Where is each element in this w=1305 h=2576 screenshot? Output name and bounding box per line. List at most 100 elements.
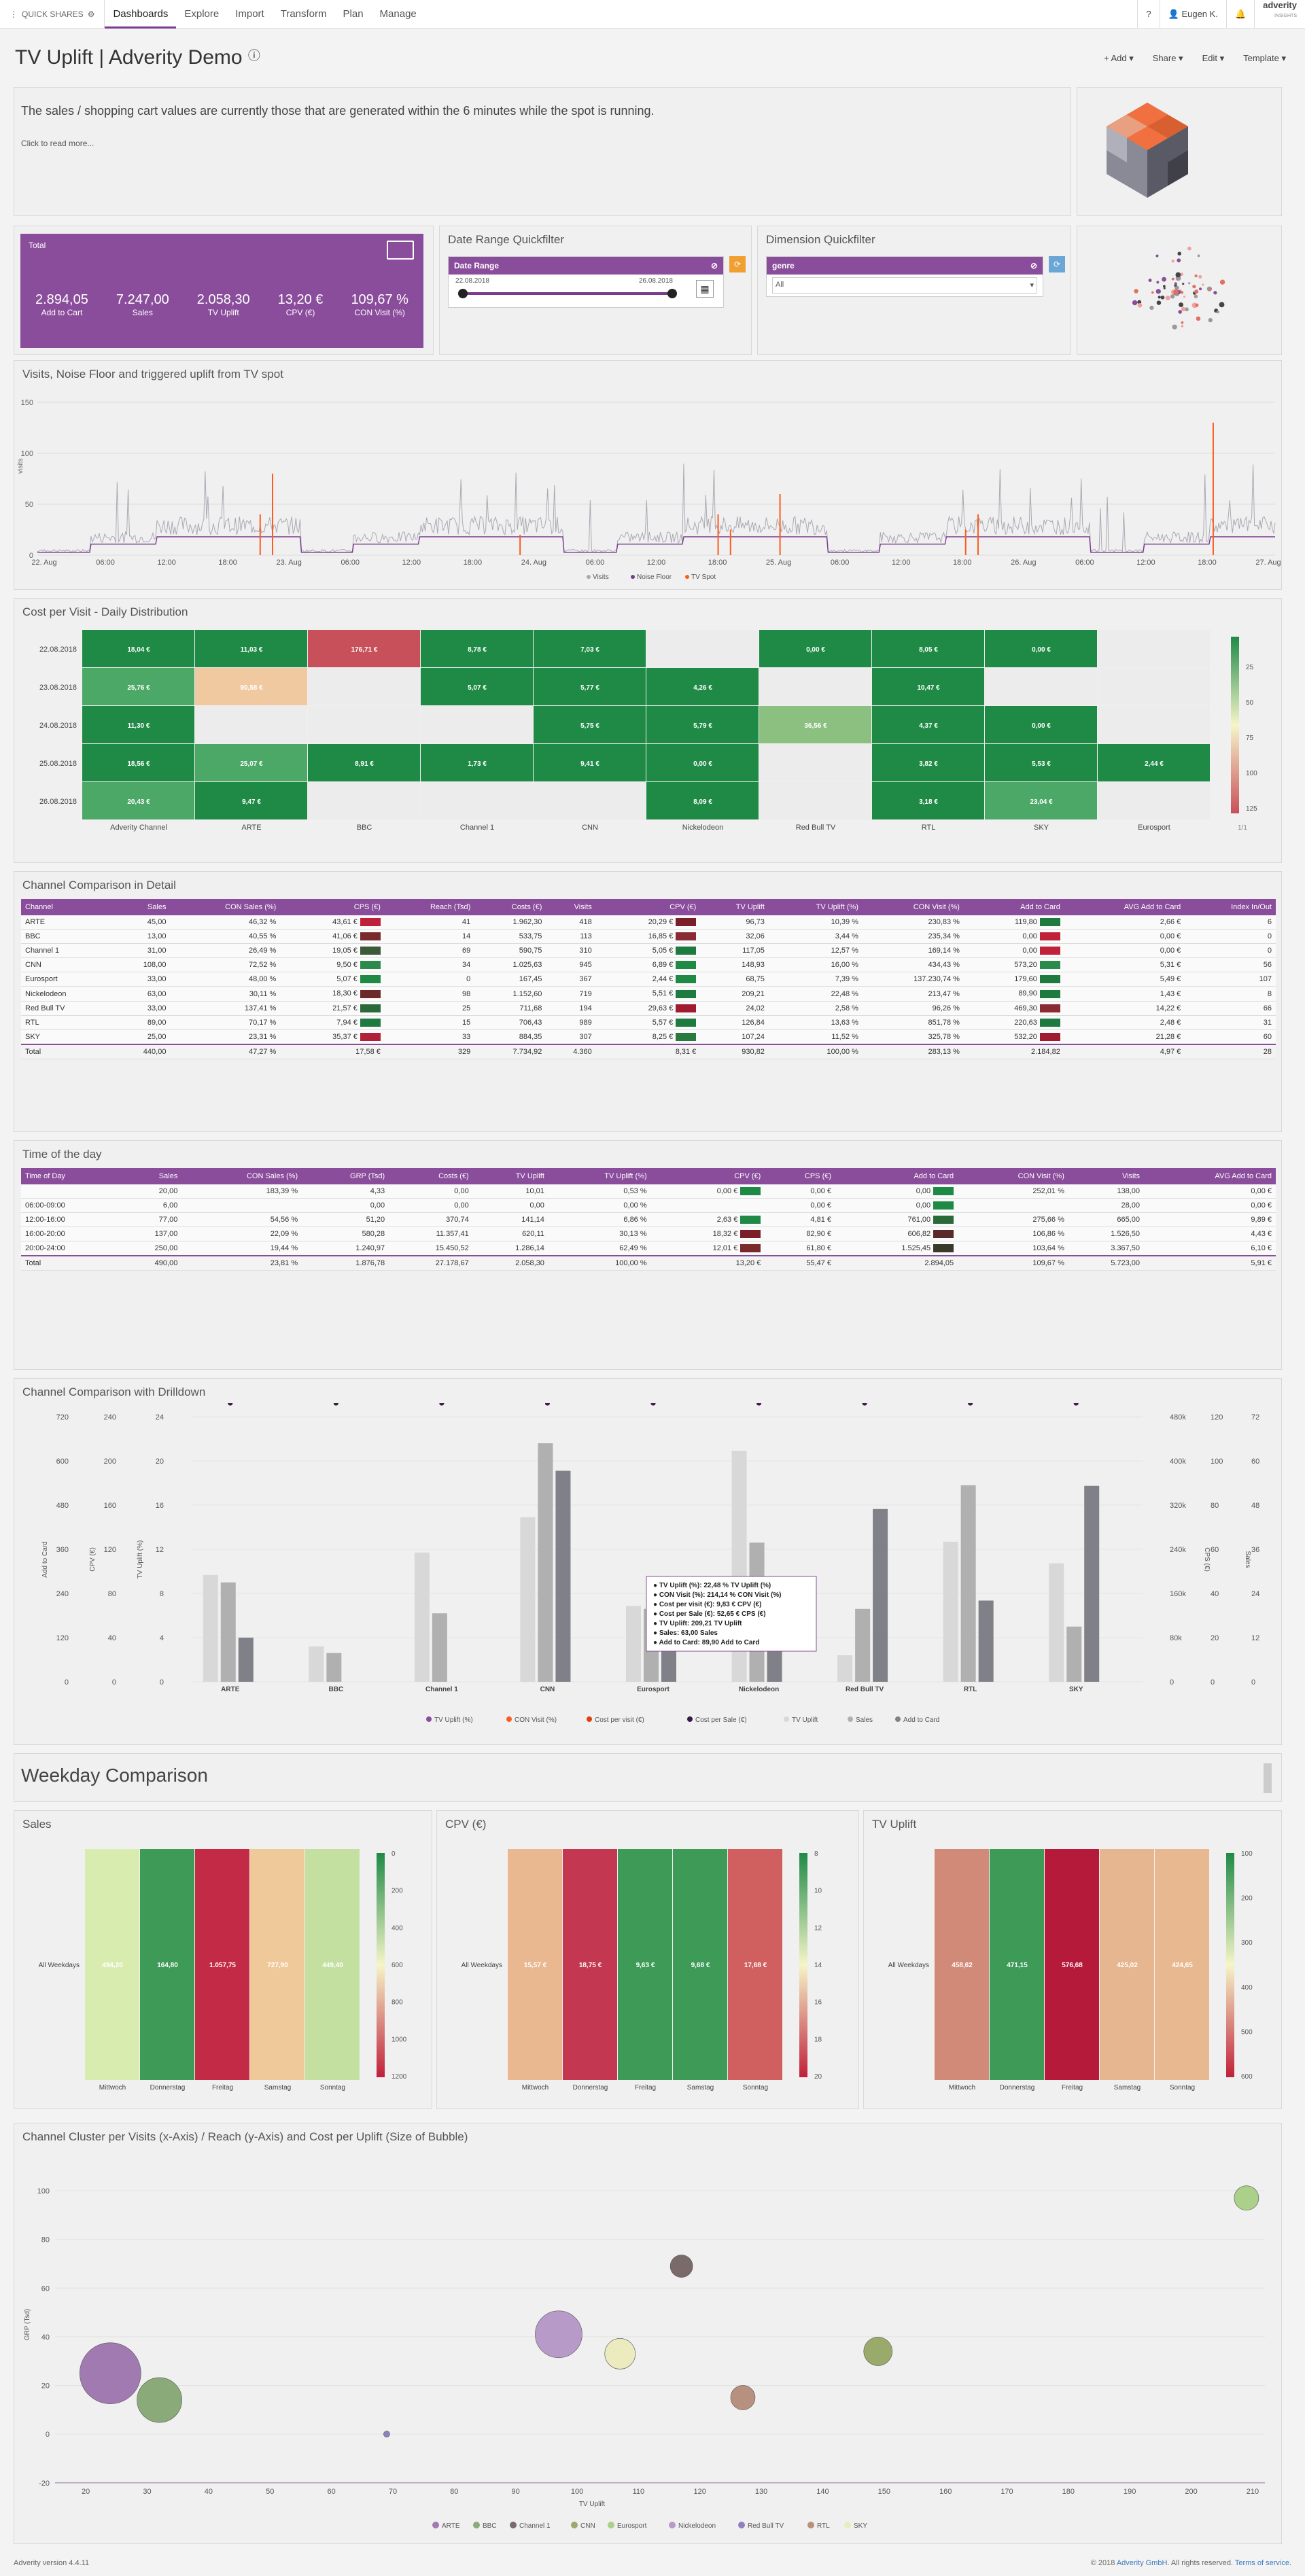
help-button[interactable]: ? bbox=[1137, 0, 1159, 29]
heatmap-cell-value: 0,00 € bbox=[1032, 646, 1051, 654]
read-more-link[interactable]: Click to read more... bbox=[21, 139, 94, 148]
table-row: 20:00-24:00 250,00 19,44 % 1.240,97 15.450,5… bbox=[21, 1241, 1276, 1256]
date-filter-title: Date Range Quickfilter bbox=[448, 233, 565, 246]
date-range-slider[interactable] bbox=[458, 289, 677, 298]
scroll-handle[interactable] bbox=[1264, 1763, 1272, 1793]
right-axis-tick: 240k bbox=[1170, 1546, 1186, 1554]
table-header[interactable]: CON Sales (%) bbox=[170, 899, 281, 915]
table-cell: 10,01 bbox=[472, 1184, 549, 1199]
heatmap-cell bbox=[534, 782, 646, 819]
bubble-red-bull-tv bbox=[535, 2310, 582, 2359]
weekday-cell-value: 424,65 bbox=[1172, 1962, 1193, 1969]
y-tick-label: 0 bbox=[29, 552, 33, 560]
legend-marker bbox=[587, 575, 591, 579]
weekday-cell-value: 458,62 bbox=[952, 1962, 973, 1969]
right-axis-tick: 36 bbox=[1251, 1546, 1259, 1554]
table-header[interactable]: Costs (€) bbox=[474, 899, 546, 915]
table-cell: 137.230,74 % bbox=[862, 972, 964, 987]
nav-manage[interactable]: Manage bbox=[379, 7, 417, 20]
nav-explore[interactable]: Explore bbox=[184, 7, 220, 20]
heatmap-cell-value: 5,79 € bbox=[693, 722, 712, 730]
settings-icon[interactable]: ⊘ bbox=[1030, 261, 1037, 270]
info-icon[interactable]: ⓘ bbox=[247, 49, 260, 63]
x-tick-label: 210 bbox=[1247, 2488, 1259, 2496]
genre-select[interactable]: All ▾ bbox=[772, 277, 1037, 294]
info-panel: The sales / shopping cart values are cur… bbox=[14, 87, 1071, 216]
filter-toggle-button[interactable]: ⟳ bbox=[729, 256, 746, 272]
time-table-panel: Time of the day Time of Day Sales CON Sale… bbox=[14, 1140, 1282, 1370]
table-header[interactable]: Visits bbox=[1068, 1168, 1145, 1184]
weekday-row-label: All Weekdays bbox=[39, 1962, 80, 1969]
table-header[interactable]: TV Uplift (%) bbox=[548, 1168, 651, 1184]
bell-icon[interactable]: 🔔 bbox=[1225, 0, 1254, 29]
table-cell: 0,00 bbox=[963, 929, 1064, 945]
table-header[interactable]: AVG Add to Card bbox=[1064, 899, 1185, 915]
slider-handle-start[interactable] bbox=[458, 289, 468, 298]
calendar-icon[interactable]: ▦ bbox=[696, 280, 714, 298]
y-tick-label: 50 bbox=[25, 501, 33, 509]
add-button[interactable]: + Add ▾ bbox=[1103, 53, 1134, 63]
table-cell: Channel 1 bbox=[21, 943, 113, 959]
x-tick-label: 06:00 bbox=[831, 559, 850, 567]
slider-handle-end[interactable] bbox=[667, 289, 677, 298]
table-header[interactable]: AVG Add to Card bbox=[1144, 1168, 1276, 1184]
table-cell: 22,48 % bbox=[768, 986, 863, 1002]
table-header[interactable]: CPV (€) bbox=[650, 1168, 765, 1184]
color-scale-bar bbox=[799, 1853, 807, 2077]
table-header[interactable]: GRP (Tsd) bbox=[302, 1168, 389, 1184]
nav-transform[interactable]: Transform bbox=[280, 7, 327, 20]
table-header[interactable]: CPS (€) bbox=[765, 1168, 836, 1184]
network-node bbox=[1173, 289, 1179, 295]
table-header[interactable]: CPS (€) bbox=[280, 899, 385, 915]
table-header[interactable]: TV Uplift (%) bbox=[768, 899, 863, 915]
heatmap-col-label: BBC bbox=[357, 824, 372, 832]
x-tick-label: 90 bbox=[512, 2488, 520, 2496]
nav-dashboards[interactable]: Dashboards bbox=[105, 0, 177, 29]
network-node bbox=[1156, 300, 1162, 305]
bar-add-to-card bbox=[873, 1508, 888, 1682]
settings-icon[interactable]: ⊘ bbox=[710, 261, 718, 270]
table-header[interactable]: CPV (€) bbox=[595, 899, 701, 915]
table-header[interactable]: Time of Day bbox=[21, 1168, 119, 1184]
table-cell: 0,00 bbox=[963, 943, 1064, 959]
table-header[interactable]: Visits bbox=[546, 899, 596, 915]
table-row: 06:00-09:00 6,00 0,00 0,00 0,00 0,00 % 0,00 €0… bbox=[21, 1198, 1276, 1214]
color-scale-bar bbox=[1226, 1853, 1234, 2077]
weekday-sales-heatmap: All Weekdays 494,20 Mittwoch 164,80 Donnerst… bbox=[39, 1849, 407, 2092]
heatmap-cell-value: 9,41 € bbox=[580, 760, 599, 768]
share-button[interactable]: Share ▾ bbox=[1152, 53, 1183, 63]
table-header[interactable]: Sales bbox=[112, 899, 171, 915]
table-header[interactable]: Index In/Out bbox=[1185, 899, 1276, 915]
quick-shares-menu[interactable]: ⋮ QUICK SHARES ⚙ bbox=[0, 0, 105, 29]
left-axis-tick: 240 bbox=[56, 1590, 69, 1598]
table-header[interactable]: Channel bbox=[21, 899, 113, 915]
table-header[interactable]: Reach (Tsd) bbox=[384, 899, 475, 915]
right-axis-tick: 40 bbox=[1211, 1590, 1219, 1598]
table-header[interactable]: Costs (€) bbox=[389, 1168, 473, 1184]
template-button[interactable]: Template ▾ bbox=[1243, 53, 1286, 63]
table-header[interactable]: Add to Card bbox=[963, 899, 1064, 915]
table-header[interactable]: Add to Card bbox=[835, 1168, 958, 1184]
table-header[interactable]: CON Sales (%) bbox=[181, 1168, 302, 1184]
edit-button[interactable]: Edit ▾ bbox=[1202, 53, 1225, 63]
table-cell: 2,66 € bbox=[1064, 915, 1185, 930]
table-header[interactable]: CON Visit (%) bbox=[958, 1168, 1068, 1184]
nav-plan[interactable]: Plan bbox=[343, 7, 364, 20]
weekday-cell bbox=[250, 1849, 304, 2080]
weekday-header-panel: Weekday Comparison bbox=[14, 1753, 1282, 1802]
table-header[interactable]: TV Uplift bbox=[472, 1168, 549, 1184]
table-header[interactable]: TV Uplift bbox=[700, 899, 769, 915]
table-header[interactable]: Sales bbox=[118, 1168, 182, 1184]
table-cell: 1.526,50 bbox=[1068, 1227, 1145, 1242]
filter-refresh-button[interactable]: ⟳ bbox=[1049, 256, 1065, 272]
table-cell: 70,17 % bbox=[170, 1015, 281, 1030]
heatmap-cell-value: 8,09 € bbox=[693, 798, 712, 806]
color-indicator bbox=[933, 1216, 954, 1224]
nav-import[interactable]: Import bbox=[235, 7, 264, 20]
table-header[interactable]: CON Visit (%) bbox=[862, 899, 964, 915]
bar-sales bbox=[1066, 1626, 1082, 1682]
tooltip-line: ● Cost per visit (€): 9,83 € CPV (€) bbox=[653, 1601, 761, 1608]
user-menu[interactable]: 👤 Eugen K. bbox=[1159, 0, 1226, 29]
weekday-col-label: Donnerstag bbox=[150, 2084, 186, 2092]
right-axis-tick: 100 bbox=[1211, 1458, 1223, 1466]
